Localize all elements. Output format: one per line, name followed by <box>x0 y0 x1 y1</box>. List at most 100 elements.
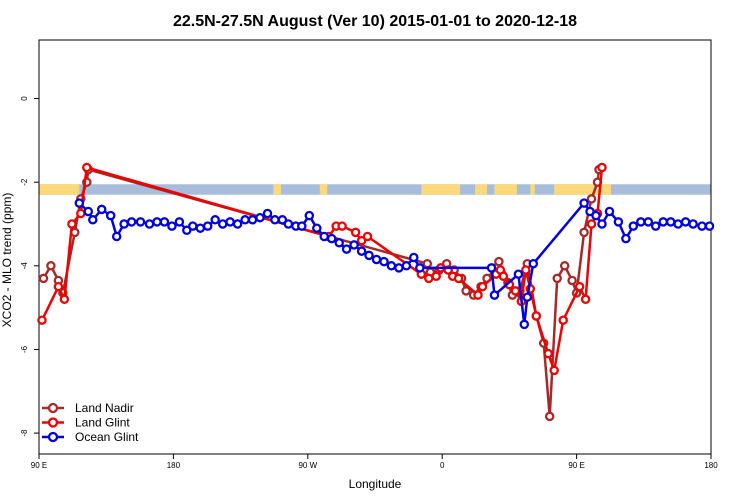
y-tick-label: -8 <box>20 429 29 437</box>
data-point <box>680 217 691 227</box>
data-point <box>586 194 597 204</box>
data-point <box>167 221 177 231</box>
legend-label: Land Glint <box>75 416 130 430</box>
data-point <box>586 219 597 229</box>
data-point <box>349 240 359 250</box>
legend-label: Ocean Glint <box>75 430 139 444</box>
data-point <box>531 311 542 321</box>
x-tick-label: 90 E <box>568 461 584 470</box>
land-band-segment <box>494 184 517 195</box>
series-line <box>40 166 604 372</box>
data-point <box>74 198 85 208</box>
x-tick-label: 180 <box>167 461 181 470</box>
data-point <box>494 256 504 267</box>
data-point <box>88 215 98 225</box>
data-point <box>528 258 539 269</box>
land-band-segment <box>554 184 611 195</box>
data-point <box>312 223 322 233</box>
land-band-segment <box>319 184 328 195</box>
data-point <box>362 231 373 242</box>
y-tick-label: -6 <box>20 345 29 353</box>
series-ocean-glint <box>74 198 715 330</box>
data-point <box>477 281 488 292</box>
x-tick-label: 90 W <box>298 461 317 470</box>
data-point <box>297 221 307 231</box>
land-band-segment <box>421 184 461 195</box>
data-point <box>574 281 585 292</box>
data-point <box>621 233 631 244</box>
data-point <box>37 315 47 325</box>
data-point <box>688 219 698 229</box>
series-layer <box>37 162 715 422</box>
data-point <box>67 219 77 229</box>
data-point <box>182 225 192 236</box>
legend-swatch-marker <box>47 431 59 443</box>
data-point <box>326 233 337 244</box>
y-axis-label: XCO2 - MLO trend (ppm) <box>0 193 14 328</box>
data-point <box>126 217 137 227</box>
x-axis-label: Longitude <box>349 477 402 491</box>
data-point <box>144 219 155 229</box>
data-point <box>643 217 654 227</box>
data-point <box>111 231 122 242</box>
data-point <box>188 221 198 231</box>
data-point <box>665 217 676 227</box>
data-point <box>510 286 521 296</box>
data-point <box>38 273 49 284</box>
data-point <box>552 273 562 284</box>
data-point <box>415 263 425 273</box>
legend-swatch-marker <box>47 417 59 428</box>
data-point <box>513 269 524 279</box>
data-point <box>270 215 280 225</box>
data-point <box>597 219 607 229</box>
data-point <box>283 219 294 229</box>
land-band-segment <box>39 184 80 195</box>
y-tick-label: 0 <box>20 96 29 101</box>
chart-title: 22.5N-27.5N August (Ver 10) 2015-01-01 t… <box>173 13 577 30</box>
data-point <box>277 215 288 225</box>
data-point <box>658 217 668 227</box>
data-point <box>59 294 70 305</box>
data-point <box>549 365 559 376</box>
data-point <box>364 250 374 261</box>
land-band-segment <box>530 184 535 195</box>
data-point <box>473 290 483 300</box>
y-tick-label: -2 <box>20 178 29 186</box>
data-point <box>591 210 601 221</box>
land-band-segment <box>475 184 487 195</box>
data-point <box>636 217 646 227</box>
data-point <box>83 206 94 217</box>
data-point <box>240 215 250 225</box>
data-point <box>210 215 220 225</box>
x-tick-label: 90 E <box>31 461 47 470</box>
data-point <box>356 235 367 246</box>
data-point <box>543 348 553 359</box>
data-point <box>386 261 397 271</box>
series-land-glint <box>37 162 607 376</box>
data-point <box>53 281 64 292</box>
data-point <box>613 217 624 227</box>
land-band-segment <box>273 184 281 195</box>
data-point <box>521 265 531 275</box>
data-point <box>379 256 389 267</box>
legend-item: Land Nadir <box>42 401 134 415</box>
y-axis: 0 -2 -4 -6 -8 <box>20 96 39 437</box>
data-point <box>217 219 228 229</box>
x-tick-label: 0 <box>440 461 445 470</box>
data-point <box>247 215 258 225</box>
data-point <box>319 231 329 242</box>
data-point <box>650 221 661 231</box>
data-point <box>401 261 412 271</box>
data-point <box>422 258 433 269</box>
y-tick-label: -4 <box>20 262 29 270</box>
data-point <box>76 208 86 219</box>
data-point <box>559 261 570 271</box>
data-point <box>579 227 589 238</box>
data-point <box>579 198 589 208</box>
data-point <box>337 221 347 231</box>
data-point <box>334 238 344 248</box>
ocean-band <box>39 184 711 195</box>
data-point <box>409 252 419 263</box>
